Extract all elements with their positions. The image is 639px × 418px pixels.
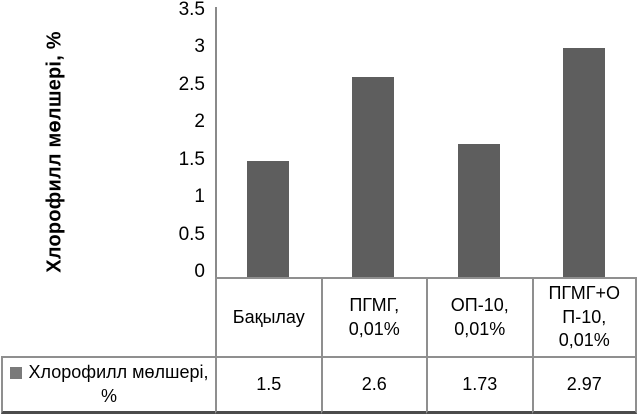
category-cell: ОП-10, 0,01% <box>426 277 532 356</box>
category-cell: Бақылау <box>215 277 321 356</box>
y-axis-tick-label: 2 <box>194 111 205 133</box>
legend-entry: Хлорофилл мөлшері, % <box>5 361 213 409</box>
y-axis-line <box>215 7 217 277</box>
legend-marker-icon <box>9 366 22 379</box>
bar <box>457 144 500 277</box>
value-cell: 1.5 <box>215 356 321 414</box>
value-cell: 2.97 <box>531 356 637 414</box>
value-cell: 1.73 <box>426 356 532 414</box>
table-corner-spacer <box>1 277 215 356</box>
y-axis-tick-label: 3.5 <box>178 0 205 20</box>
y-axis-tick-label: 2.5 <box>178 73 205 95</box>
y-axis-title: Хлорофилл мөлшері, % <box>43 31 66 273</box>
legend-cell: Хлорофилл мөлшері, % <box>1 356 215 414</box>
bar <box>246 161 289 277</box>
legend-series-name: Хлорофилл мөлшері, % <box>28 361 209 406</box>
bar <box>352 77 395 277</box>
y-axis-tick-label: 1.5 <box>178 148 205 170</box>
y-axis-tick-label: 1 <box>194 186 205 208</box>
data-table: Бақылау ПГМГ, 0,01% ОП-10, 0,01% ПГМГ+О П-1… <box>1 277 637 414</box>
plot-area <box>217 7 638 277</box>
category-cell: ПГМГ, 0,01% <box>320 277 426 356</box>
y-axis-tick-label: 0 <box>194 261 205 282</box>
bar <box>563 48 606 277</box>
y-axis-tick-label: 0.5 <box>178 223 205 245</box>
category-cell: ПГМГ+О П-10, 0,01% <box>531 277 637 356</box>
value-cell: 2.6 <box>320 356 426 414</box>
y-axis-tick-label: 3 <box>194 36 205 58</box>
